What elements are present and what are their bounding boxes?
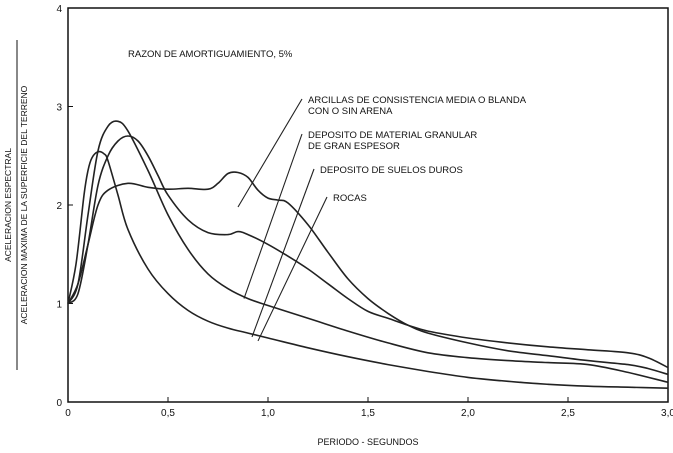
x-tick-label: 0,5 (161, 408, 175, 419)
y-axis-label-numerator: ACELERACION ESPECTRAL (3, 148, 13, 262)
annotation-rocas-label: ROCAS (333, 193, 367, 204)
y-tick-label: 1 (56, 300, 62, 311)
x-tick-label: 2,0 (461, 408, 475, 419)
chart-title: RAZON DE AMORTIGUAMIENTO, 5% (128, 49, 293, 60)
y-axis-label-denominator: ACELERACION MAXIMA DE LA SUPERFICIE DEL … (19, 85, 29, 324)
series-arcillas-line (67, 171, 669, 376)
annotation-suelos-duros-label: DEPOSITO DE SUELOS DUROS (320, 165, 463, 176)
series-lines (67, 120, 669, 389)
series-granular-line (67, 135, 669, 369)
annotation-leader-line (251, 168, 315, 338)
annotation-granular-label: DEPOSITO DE MATERIAL GRANULAR (308, 130, 477, 141)
y-tick-label: 4 (56, 4, 62, 15)
series-rocas-line (67, 150, 669, 389)
plot-border (67, 7, 669, 403)
annotation-granular-label: DE GRAN ESPESOR (308, 141, 400, 152)
axis-ticks: 0 0,5 1,0 1,5 2,0 2,5 3,0 0 1 2 3 4 (56, 4, 673, 419)
x-axis-title: PERIODO - SEGUNDOS (317, 437, 418, 447)
x-tick-label: 0 (65, 408, 71, 419)
x-tick-label: 1,5 (361, 408, 375, 419)
annotation-arcillas-label: ARCILLAS DE CONSISTENCIA MEDIA O BLANDA (308, 95, 527, 106)
plot-frame (67, 7, 669, 403)
annotation-arcillas-label: CON O SIN ARENA (308, 106, 393, 117)
series-annotations: ARCILLAS DE CONSISTENCIA MEDIA O BLANDAC… (237, 95, 527, 342)
annotation-leader-line (237, 98, 303, 208)
series-suelos-duros-line (67, 120, 669, 384)
y-tick-label: 0 (56, 398, 62, 409)
y-axis-title: ACELERACION ESPECTRAL ACELERACION MAXIMA… (3, 40, 29, 370)
x-tick-label: 3,0 (661, 408, 673, 419)
x-tick-label: 1,0 (261, 408, 275, 419)
annotation-leader-line (257, 196, 328, 342)
annotation-leader-line (243, 133, 303, 299)
y-tick-label: 2 (56, 201, 62, 212)
y-tick-label: 3 (56, 103, 62, 114)
x-tick-label: 2,5 (561, 408, 575, 419)
